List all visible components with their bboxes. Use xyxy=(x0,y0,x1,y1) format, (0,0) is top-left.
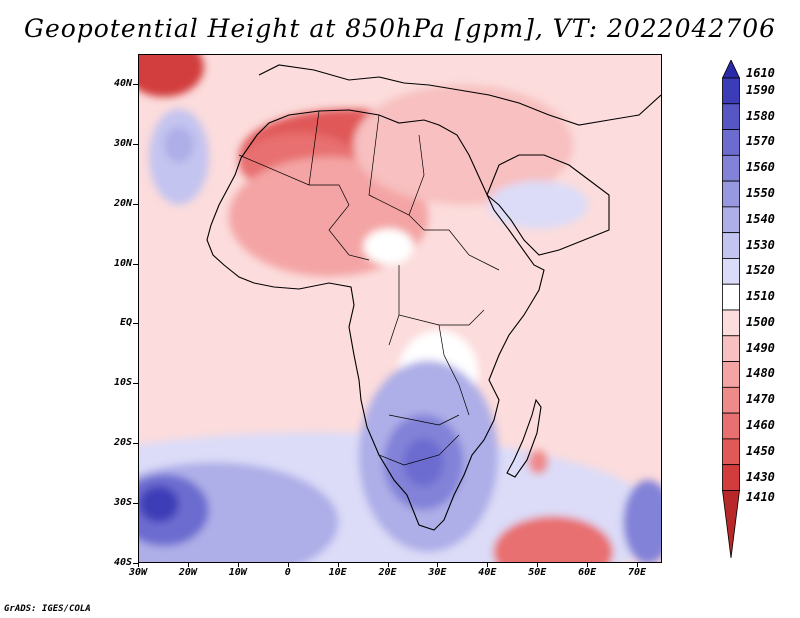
colorbar-swatch xyxy=(722,180,740,208)
lon-tick-label: 40E xyxy=(478,567,497,578)
lon-tick-label: 50E xyxy=(528,567,547,578)
height-anomaly xyxy=(403,438,444,487)
lon-tick xyxy=(287,563,289,567)
colorbar-swatch xyxy=(722,103,740,130)
lat-tick-label: 20S xyxy=(113,437,132,449)
lon-tick-label: 70E xyxy=(628,567,647,578)
height-anomaly xyxy=(363,228,414,265)
colorbar-level-label: 1580 xyxy=(746,108,775,123)
lat-tick-label: 30S xyxy=(113,497,132,509)
colorbar-level-label: 1470 xyxy=(746,392,775,407)
lon-tick xyxy=(387,563,389,567)
borders xyxy=(238,110,500,466)
madagascar-coastline xyxy=(506,398,542,478)
colorbar-level-label: 1570 xyxy=(746,134,775,149)
colorbar-level-label: 1460 xyxy=(746,418,775,432)
colorbar-swatch xyxy=(722,60,740,79)
lon-tick-label: 0 xyxy=(284,567,291,578)
lon-tick-label: 20W xyxy=(178,567,197,578)
colorbar-swatch xyxy=(722,438,740,466)
lat-tick xyxy=(133,383,138,385)
colorbar-level-label: 1490 xyxy=(746,340,775,355)
height-anomaly xyxy=(528,450,549,475)
lat-tick xyxy=(133,83,138,85)
colorbar-swatch xyxy=(722,412,740,440)
colorbar-level-label: 1560 xyxy=(746,160,775,175)
colorbar-swatch xyxy=(722,386,740,414)
lat-tick xyxy=(133,323,138,325)
map-panel xyxy=(138,54,662,563)
lon-tick-label: 30E xyxy=(428,567,447,578)
coastlines xyxy=(206,64,661,531)
colorbar-swatch xyxy=(722,309,740,337)
lon-tick xyxy=(437,563,439,567)
lat-tick xyxy=(133,143,138,145)
height-anomaly xyxy=(488,180,589,229)
map-canvas xyxy=(139,55,661,562)
lon-tick-label: 60E xyxy=(578,567,597,578)
lat-tick xyxy=(133,203,138,205)
lat-tick-label: 30N xyxy=(113,137,132,149)
lon-tick-label: 20E xyxy=(378,567,397,578)
africa-coastline xyxy=(206,109,545,531)
colorbar-level-label: 1500 xyxy=(746,314,775,329)
colorbar-level-label: 1520 xyxy=(746,263,775,278)
europe-coastline xyxy=(258,64,661,126)
lat-tick-label: 10N xyxy=(113,257,132,269)
colorbar-swatch xyxy=(722,154,740,182)
colorbar-level-label: 1480 xyxy=(746,366,775,381)
height-anomaly xyxy=(493,516,614,562)
lat-tick xyxy=(133,503,138,505)
lon-tick xyxy=(637,563,639,567)
lat-tick-label: 40N xyxy=(113,77,132,89)
colorbar-swatch xyxy=(722,232,740,259)
lat-tick-label: 40S xyxy=(113,557,132,568)
colorbar-swatch xyxy=(722,283,740,311)
height-anomaly xyxy=(623,480,661,562)
lon-tick xyxy=(237,563,239,567)
colorbar-swatch xyxy=(722,206,740,234)
lon-tick xyxy=(537,563,539,567)
lon-tick-label: 10W xyxy=(228,567,247,578)
lon-tick xyxy=(138,563,139,567)
colorbar-level-label: 1540 xyxy=(746,211,775,226)
height-anomaly xyxy=(163,126,194,163)
lon-tick xyxy=(587,563,589,567)
height-anomaly xyxy=(139,55,204,97)
arabia-coastline xyxy=(486,154,610,256)
lat-tick-label: 10S xyxy=(113,377,132,389)
colorbar xyxy=(722,60,740,559)
lat-tick xyxy=(133,263,138,265)
colorbar-level-label: 1610 xyxy=(746,66,775,80)
lat-tick xyxy=(133,563,138,564)
colorbar-level-label: 1510 xyxy=(746,289,775,304)
lon-tick xyxy=(187,563,189,567)
lat-tick xyxy=(133,443,138,445)
height-field xyxy=(139,55,661,562)
colorbar-level-label: 1550 xyxy=(746,186,775,200)
lon-tick xyxy=(487,563,489,567)
colorbar-swatch xyxy=(722,335,740,362)
lat-tick-label: EQ xyxy=(119,317,132,329)
colorbar-level-label: 1450 xyxy=(746,443,775,458)
lon-tick-label: 30W xyxy=(128,567,148,578)
colorbar-swatch xyxy=(722,464,740,491)
colorbar-level-label: 1530 xyxy=(746,237,775,252)
colorbar-level-label: 1430 xyxy=(746,469,775,484)
lat-tick-label: 20N xyxy=(113,197,132,209)
colorbar-swatch xyxy=(722,129,740,156)
grads-credit: GrADS: IGES/COLA xyxy=(4,604,91,614)
height-anomaly xyxy=(139,486,179,523)
colorbar-swatch xyxy=(722,490,740,559)
colorbar-swatch xyxy=(722,258,740,285)
chart-title: Geopotential Height at 850hPa [gpm], VT:… xyxy=(23,14,777,43)
colorbar-swatch xyxy=(722,361,740,388)
colorbar-swatch xyxy=(722,77,740,105)
lon-tick-label: 10E xyxy=(328,567,347,578)
colorbar-level-label: 1590 xyxy=(746,82,775,97)
colorbar-level-label: 1410 xyxy=(746,490,775,505)
lon-tick xyxy=(337,563,339,567)
